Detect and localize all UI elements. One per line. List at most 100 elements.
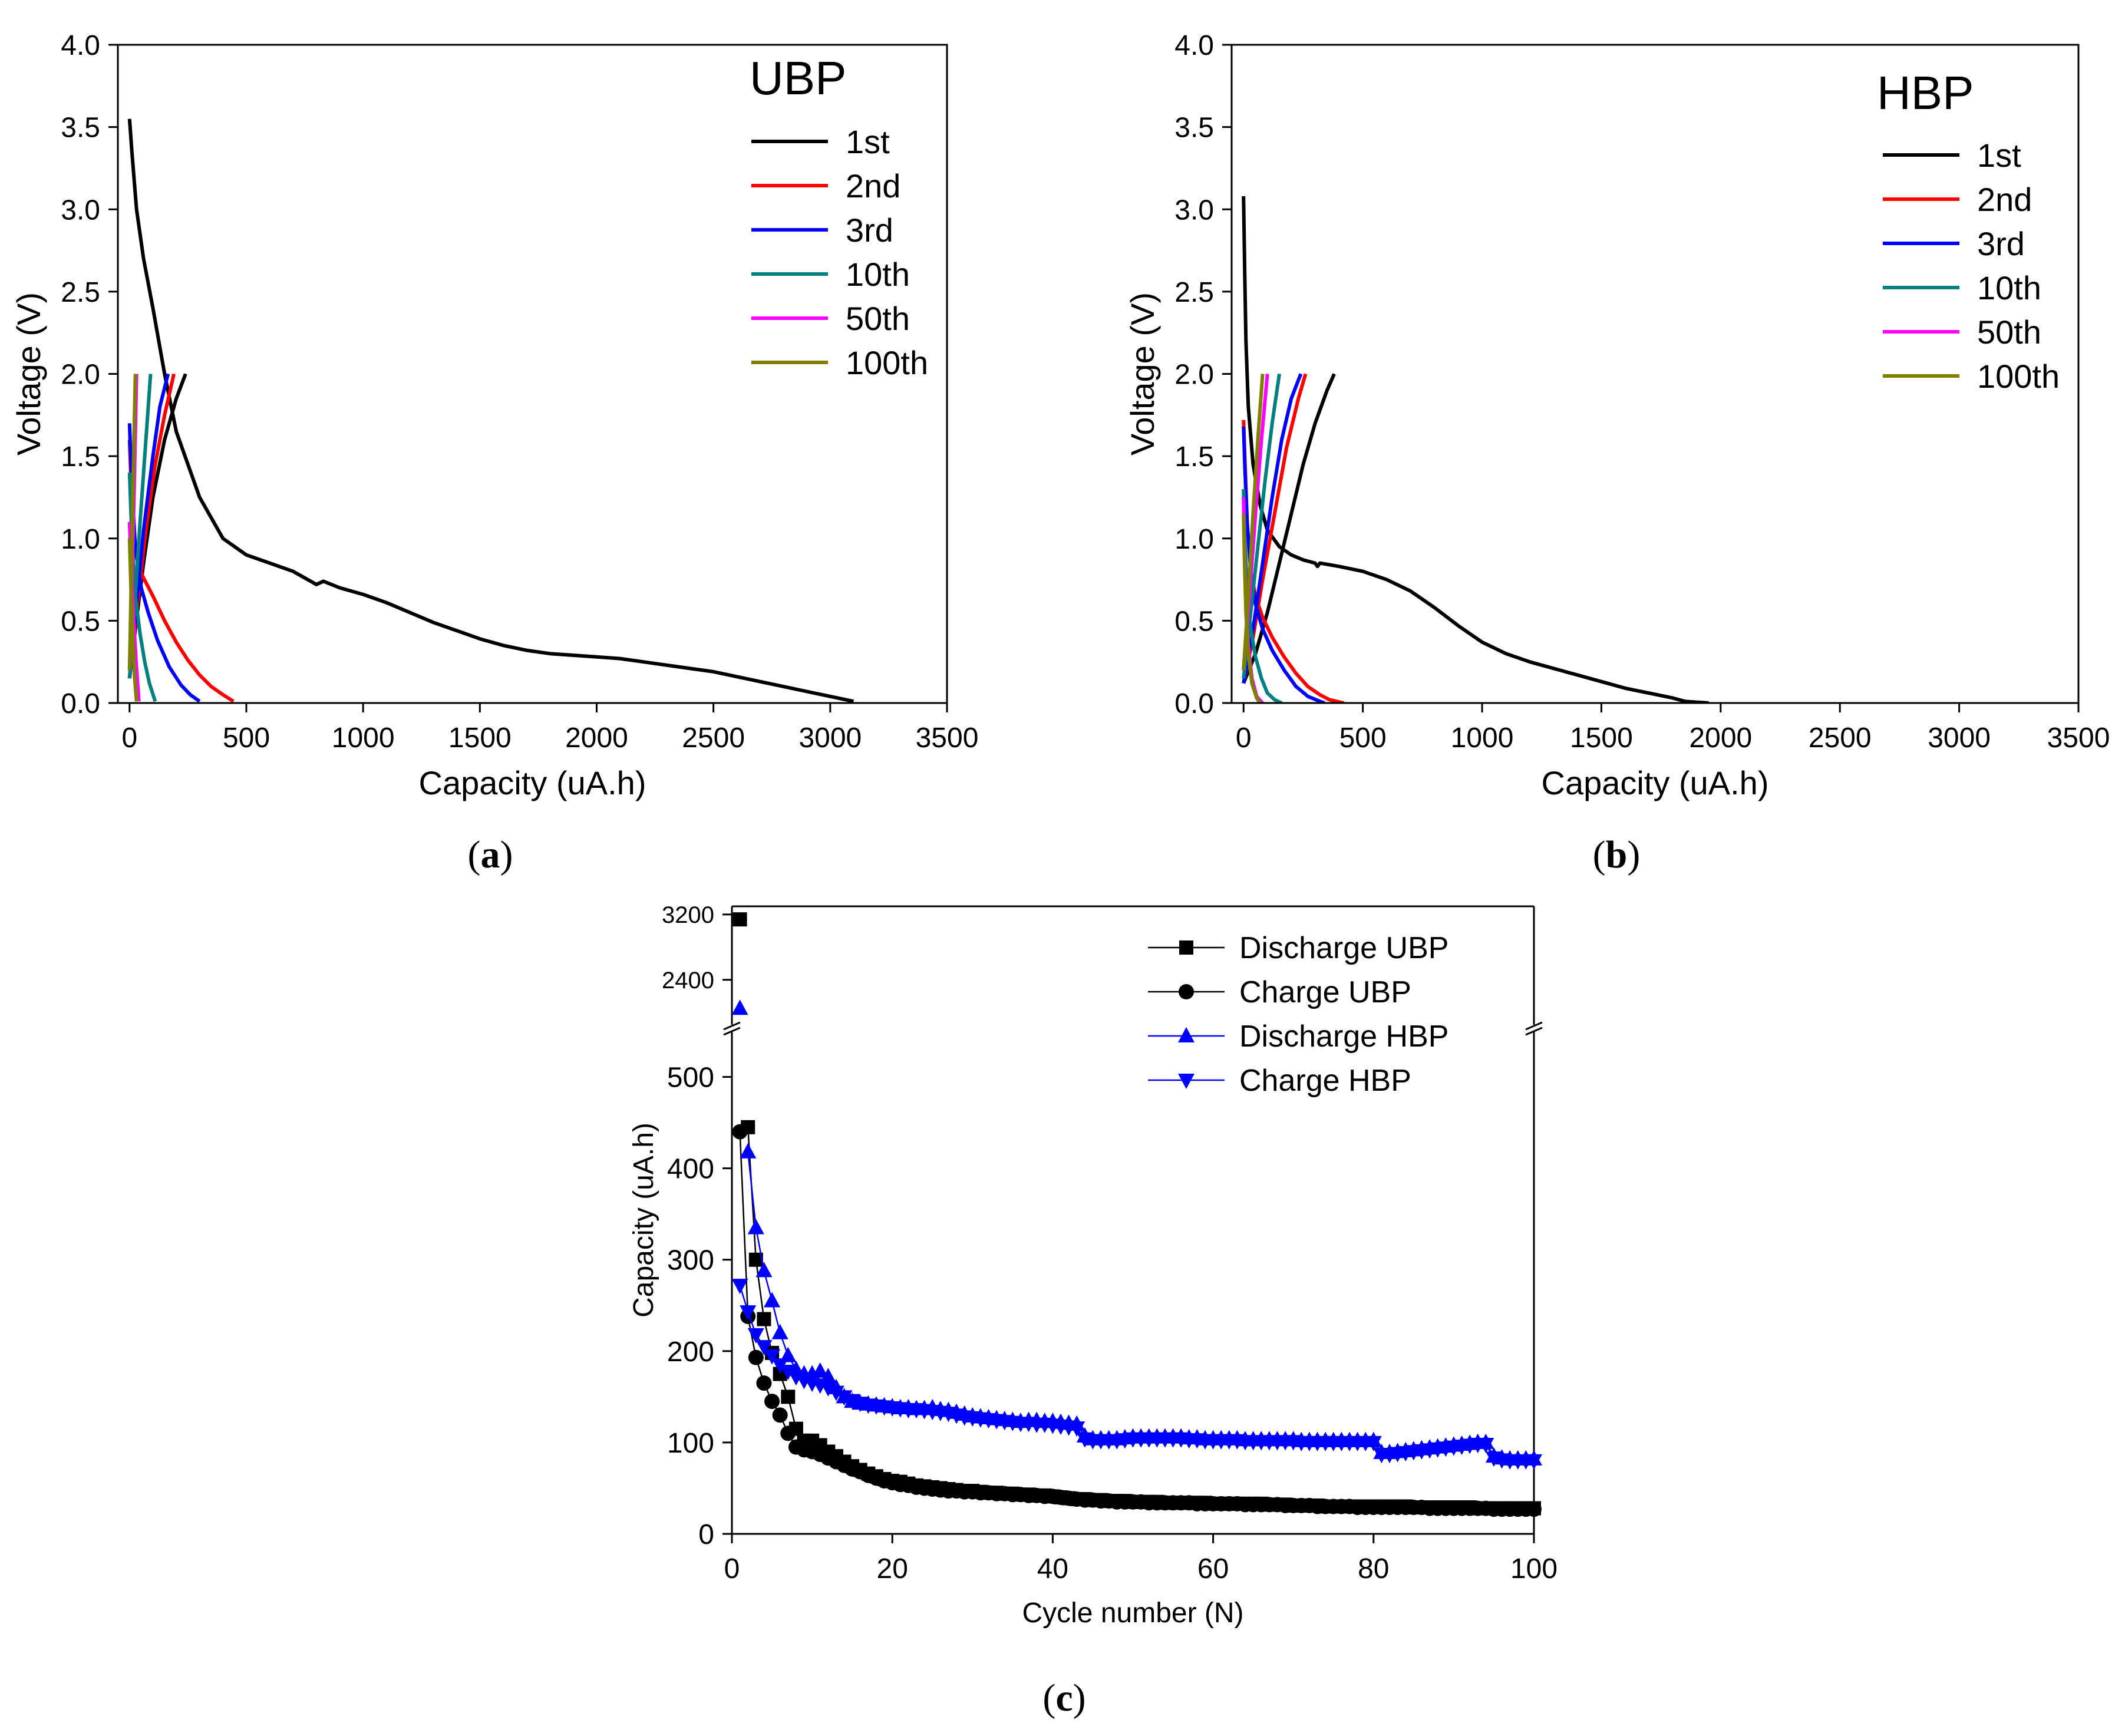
a-y-tick-label: 3.0 — [61, 194, 100, 226]
a-x-tick-label: 2500 — [682, 722, 745, 754]
b-series-1st-charge — [1242, 373, 1336, 684]
b-x-axis-title: Capacity (uA.h) — [1542, 764, 1769, 801]
b-plot-area — [1242, 196, 1709, 703]
b-series-3rd-discharge — [1242, 426, 1325, 703]
a-axes-frame — [117, 44, 948, 704]
b-axes-frame — [1230, 44, 2080, 704]
c-axis-break-mark — [1525, 1021, 1543, 1031]
b-y-tick-label: 0.5 — [1174, 606, 1214, 637]
c-y-tick-label: 500 — [667, 1062, 714, 1094]
a-series-1st-discharge — [127, 118, 854, 703]
b-y-tick-label: 2.0 — [1174, 359, 1214, 391]
a-y-tick-label: 0.0 — [61, 688, 100, 720]
a-y-tick-label: 1.0 — [61, 524, 100, 555]
c-data-point — [740, 1305, 757, 1321]
c-data-point — [732, 1124, 748, 1140]
b-series-3rd-charge — [1242, 373, 1303, 684]
c-y-tick-label: 200 — [667, 1336, 714, 1368]
b-x-tick-label: 500 — [1339, 722, 1387, 754]
c-y-tick-label: 2400 — [662, 968, 714, 994]
c-data-point — [740, 1143, 757, 1159]
c-legend-label-charge-ubp: Charge UBP — [1239, 975, 1411, 1009]
a-y-tick-label: 2.5 — [61, 277, 100, 308]
c-y-tick-label: 100 — [667, 1428, 714, 1459]
a-legend-label-10th: 10th — [846, 256, 910, 293]
a-x-tick-label: 1000 — [332, 722, 395, 754]
a-legend-label-100th: 100th — [846, 344, 928, 381]
c-legend-label-discharge-hbp: Discharge HBP — [1239, 1019, 1448, 1054]
c-x-tick-label: 80 — [1358, 1553, 1389, 1585]
c-series-charge-hbp — [731, 1279, 1542, 1470]
b-legend-label-2nd: 2nd — [1977, 181, 2032, 218]
c-data-point — [781, 1390, 796, 1404]
a-x-tick-label: 1500 — [448, 722, 512, 754]
c-y-axis-title: Capacity (uA.h) — [628, 1123, 659, 1318]
a-x-axis-title: Capacity (uA.h) — [419, 764, 646, 801]
b-series-1st-discharge — [1242, 196, 1709, 703]
c-data-point — [747, 1328, 764, 1344]
b-y-axis-title: Voltage (V) — [1124, 292, 1161, 456]
a-x-tick-label: 0 — [121, 722, 137, 754]
c-data-point — [820, 1381, 837, 1397]
b-y-tick-label: 3.5 — [1174, 113, 1214, 144]
c-axis-break-mark — [1525, 1027, 1543, 1036]
c-data-point — [764, 1292, 781, 1308]
c-data-point — [731, 999, 748, 1015]
c-data-point — [771, 1324, 788, 1339]
a-x-tick-label: 500 — [223, 722, 270, 754]
c-legend-swatch-marker — [1178, 1074, 1195, 1089]
c-data-point — [1526, 1454, 1542, 1470]
b-x-tick-label: 1000 — [1451, 722, 1514, 754]
c-series-discharge-ubp — [732, 912, 1541, 1516]
b-legend-label-50th: 50th — [1977, 313, 2041, 351]
a-y-tick-label: 3.5 — [61, 113, 100, 144]
c-y-tick-label: 300 — [667, 1245, 714, 1276]
a-series-100th-charge — [127, 374, 137, 671]
b-x-tick-label: 3500 — [2047, 722, 2110, 754]
b-x-tick-label: 2500 — [1809, 722, 1872, 754]
c-x-tick-label: 100 — [1510, 1553, 1558, 1585]
c-x-tick-label: 60 — [1197, 1553, 1229, 1585]
b-series-100th-charge — [1242, 374, 1265, 671]
a-y-tick-label: 1.5 — [61, 441, 100, 473]
panel-label-a: (a) — [468, 833, 513, 876]
b-x-tick-label: 0 — [1236, 722, 1252, 754]
panel-label-c: (c) — [1042, 1676, 1085, 1720]
c-data-point — [772, 1407, 788, 1423]
a-plot-area — [127, 118, 854, 703]
b-series-10th-charge — [1242, 374, 1281, 679]
a-y-tick-label: 0.5 — [61, 606, 100, 637]
c-series-line — [747, 1151, 1534, 1460]
c-y-tick-label: 3200 — [662, 902, 714, 928]
panel-label-b: (b) — [1593, 833, 1641, 876]
c-x-tick-label: 0 — [724, 1553, 740, 1585]
c-y-tick-label: 400 — [667, 1154, 714, 1185]
b-y-tick-label: 0.0 — [1174, 688, 1214, 720]
c-data-point — [780, 1346, 797, 1362]
b-x-tick-label: 3000 — [1928, 722, 1991, 754]
c-data-point — [748, 1349, 764, 1365]
a-y-tick-label: 2.0 — [61, 359, 100, 391]
a-title: UBP — [750, 52, 847, 104]
b-legend-label-10th: 10th — [1977, 269, 2041, 306]
a-legend-label-2nd: 2nd — [846, 167, 900, 204]
a-legend-label-50th: 50th — [846, 300, 910, 337]
c-data-point — [756, 1375, 772, 1391]
a-x-tick-label: 2000 — [565, 722, 628, 754]
b-y-tick-label: 3.0 — [1174, 194, 1214, 226]
b-legend-label-3rd: 3rd — [1977, 225, 2025, 262]
b-y-tick-label: 4.0 — [1174, 30, 1214, 61]
c-legend-label-discharge-ubp: Discharge UBP — [1239, 931, 1448, 965]
c-data-point — [764, 1394, 780, 1410]
c-x-axis-title: Cycle number (N) — [1022, 1598, 1243, 1629]
c-data-point — [731, 1279, 748, 1295]
c-data-point — [811, 1362, 829, 1378]
c-data-point — [1526, 1501, 1542, 1517]
c-data-point — [1068, 1421, 1085, 1437]
a-legend-label-1st: 1st — [846, 123, 890, 160]
b-y-tick-label: 2.5 — [1174, 277, 1214, 308]
b-series-100th-discharge — [1242, 513, 1262, 703]
a-y-axis-title: Voltage (V) — [10, 292, 47, 456]
c-axis-break-mark — [723, 1027, 741, 1036]
